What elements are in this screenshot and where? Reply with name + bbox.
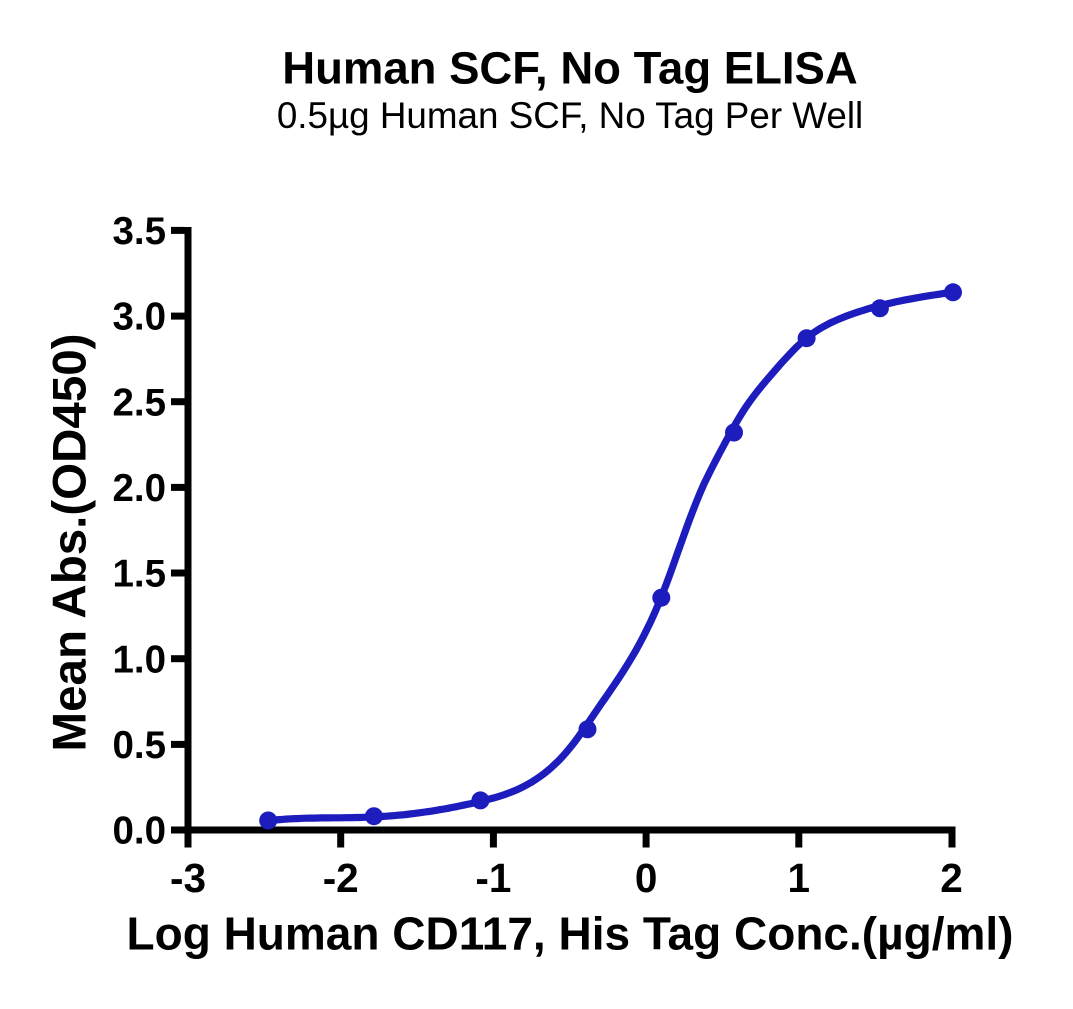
svg-text:0.5µg Human SCF, No Tag Per We: 0.5µg Human SCF, No Tag Per Well: [277, 95, 863, 136]
svg-text:Log Human CD117, His Tag Conc.: Log Human CD117, His Tag Conc.(µg/ml): [127, 908, 1014, 960]
svg-text:-1: -1: [475, 855, 511, 901]
svg-text:-2: -2: [323, 855, 359, 901]
svg-text:0: 0: [635, 855, 658, 901]
svg-text:-3: -3: [170, 855, 206, 901]
svg-text:3.0: 3.0: [112, 296, 166, 339]
svg-text:2: 2: [940, 855, 963, 901]
svg-text:2.0: 2.0: [112, 467, 166, 510]
svg-text:0.5: 0.5: [112, 724, 166, 767]
svg-text:1.5: 1.5: [112, 553, 166, 596]
svg-text:2.5: 2.5: [112, 381, 166, 424]
svg-text:1.0: 1.0: [112, 638, 166, 681]
svg-text:0.0: 0.0: [112, 810, 166, 853]
svg-text:Mean Abs.(OD450): Mean Abs.(OD450): [44, 334, 97, 752]
svg-text:3.5: 3.5: [112, 210, 166, 253]
svg-text:1: 1: [788, 855, 811, 901]
svg-text:Human SCF, No Tag ELISA: Human SCF, No Tag ELISA: [282, 43, 858, 94]
